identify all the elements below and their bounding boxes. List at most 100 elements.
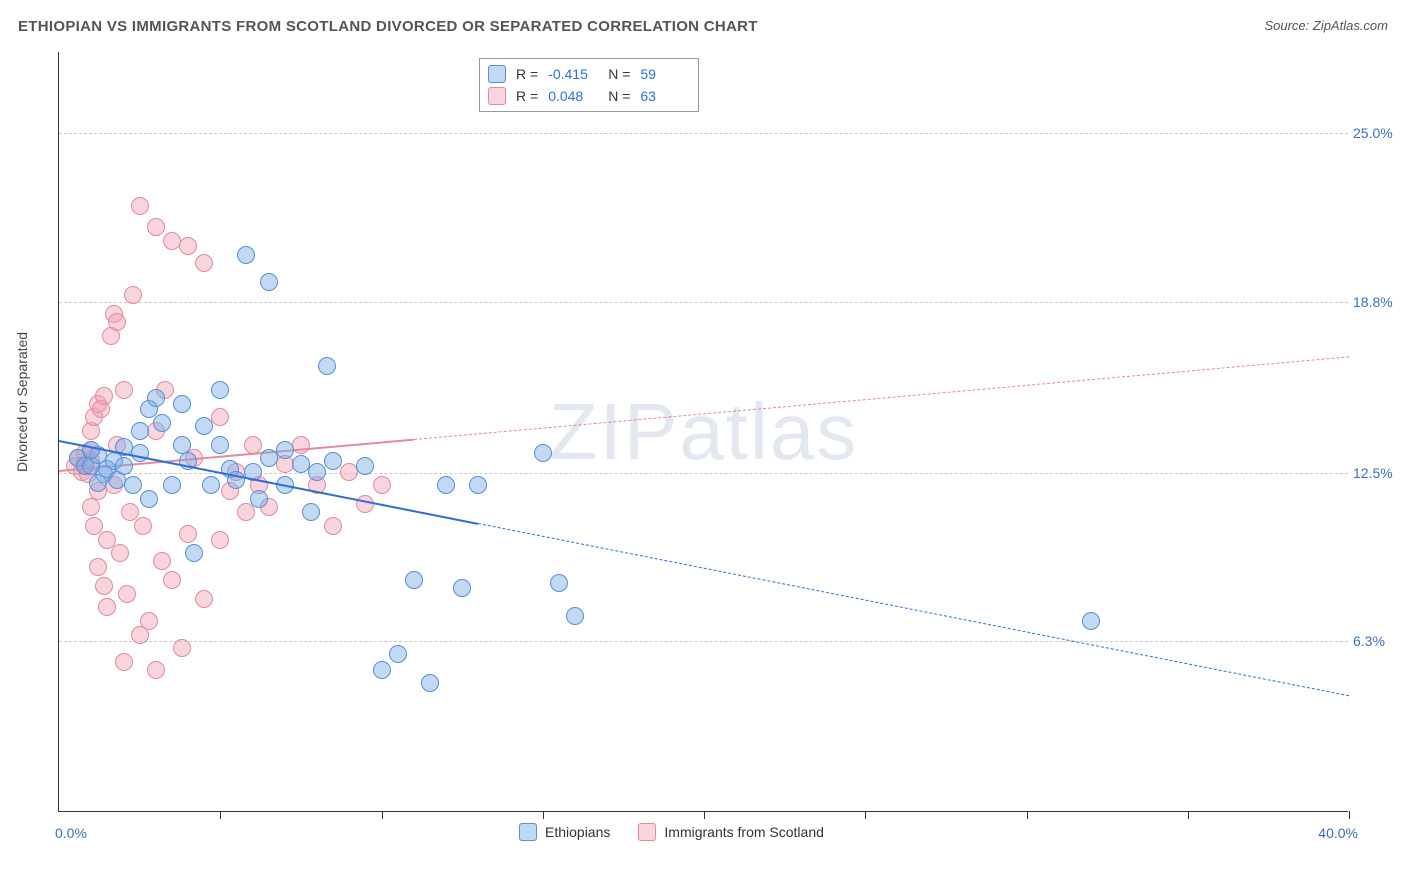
chart-title: ETHIOPIAN VS IMMIGRANTS FROM SCOTLAND DI… [18,18,758,35]
source-attribution: Source: ZipAtlas.com [1264,18,1388,33]
source-name: ZipAtlas.com [1313,18,1388,33]
data-point-ethiopians [356,457,374,475]
data-point-scotland [124,286,142,304]
data-point-scotland [95,387,113,405]
data-point-scotland [373,476,391,494]
data-point-scotland [147,661,165,679]
ytick-label: 25.0% [1353,125,1406,141]
data-point-ethiopians [1082,612,1100,630]
n-label: N = [608,66,630,82]
n-value-ethiopians: 59 [640,66,690,82]
data-point-scotland [82,498,100,516]
r-value-ethiopians: -0.415 [548,66,598,82]
data-point-ethiopians [469,476,487,494]
y-axis-label: Divorced or Separated [14,332,30,472]
data-point-ethiopians [185,544,203,562]
data-point-ethiopians [211,381,229,399]
data-point-scotland [115,381,133,399]
data-point-ethiopians [153,414,171,432]
data-point-ethiopians [534,444,552,462]
data-point-scotland [153,552,171,570]
data-point-ethiopians [147,389,165,407]
data-point-ethiopians [211,436,229,454]
swatch-ethiopians [488,65,506,83]
legend-correlation: R = -0.415 N = 59 R = 0.048 N = 63 [479,58,699,112]
data-point-scotland [244,436,262,454]
data-point-scotland [195,254,213,272]
chart-container: Divorced or Separated ZIPatlas R = -0.41… [18,52,1388,842]
data-point-ethiopians [421,674,439,692]
xtick [1188,811,1189,819]
gridline-h [59,302,1348,303]
data-point-scotland [98,598,116,616]
data-point-scotland [131,197,149,215]
data-point-scotland [95,577,113,595]
data-point-scotland [237,503,255,521]
data-point-scotland [324,517,342,535]
r-label: R = [516,88,538,104]
data-point-scotland [163,571,181,589]
data-point-ethiopians [389,645,407,663]
xtick [220,811,221,819]
r-value-scotland: 0.048 [548,88,598,104]
data-point-scotland [211,408,229,426]
data-point-ethiopians [566,607,584,625]
legend-item-scotland: Immigrants from Scotland [638,823,824,841]
xtick [704,811,705,819]
xtick [543,811,544,819]
data-point-scotland [356,495,374,513]
data-point-ethiopians [453,579,471,597]
watermark: ZIPatlas [549,386,858,478]
data-point-ethiopians [131,422,149,440]
data-point-ethiopians [550,574,568,592]
trend-line [414,356,1349,440]
swatch-scotland [488,87,506,105]
data-point-ethiopians [124,476,142,494]
source-prefix: Source: [1264,18,1312,33]
x-min-label: 0.0% [55,825,87,841]
data-point-ethiopians [82,441,100,459]
data-point-ethiopians [260,449,278,467]
data-point-ethiopians [437,476,455,494]
data-point-ethiopians [202,476,220,494]
data-point-ethiopians [115,457,133,475]
n-value-scotland: 63 [640,88,690,104]
ytick-label: 12.5% [1353,465,1406,481]
series-name-ethiopians: Ethiopians [545,824,610,840]
data-point-ethiopians [276,441,294,459]
data-point-ethiopians [308,463,326,481]
data-point-scotland [147,218,165,236]
data-point-ethiopians [173,395,191,413]
data-point-ethiopians [318,357,336,375]
xtick [1027,811,1028,819]
swatch-ethiopians [519,823,537,841]
data-point-ethiopians [250,490,268,508]
data-point-scotland [115,653,133,671]
series-name-scotland: Immigrants from Scotland [664,824,824,840]
data-point-scotland [89,558,107,576]
data-point-ethiopians [405,571,423,589]
data-point-ethiopians [373,661,391,679]
data-point-ethiopians [140,490,158,508]
data-point-ethiopians [237,246,255,264]
data-point-scotland [118,585,136,603]
data-point-ethiopians [260,273,278,291]
xtick [865,811,866,819]
data-point-scotland [134,517,152,535]
gridline-h [59,133,1348,134]
data-point-scotland [211,531,229,549]
trend-line [478,523,1349,696]
xtick [382,811,383,819]
legend-row-ethiopians: R = -0.415 N = 59 [488,63,690,85]
xtick [1349,811,1350,819]
gridline-h [59,641,1348,642]
data-point-ethiopians [163,476,181,494]
data-point-ethiopians [195,417,213,435]
legend-series: Ethiopians Immigrants from Scotland [519,823,824,841]
legend-item-ethiopians: Ethiopians [519,823,610,841]
data-point-ethiopians [302,503,320,521]
data-point-scotland [111,544,129,562]
n-label: N = [608,88,630,104]
r-label: R = [516,66,538,82]
legend-row-scotland: R = 0.048 N = 63 [488,85,690,107]
